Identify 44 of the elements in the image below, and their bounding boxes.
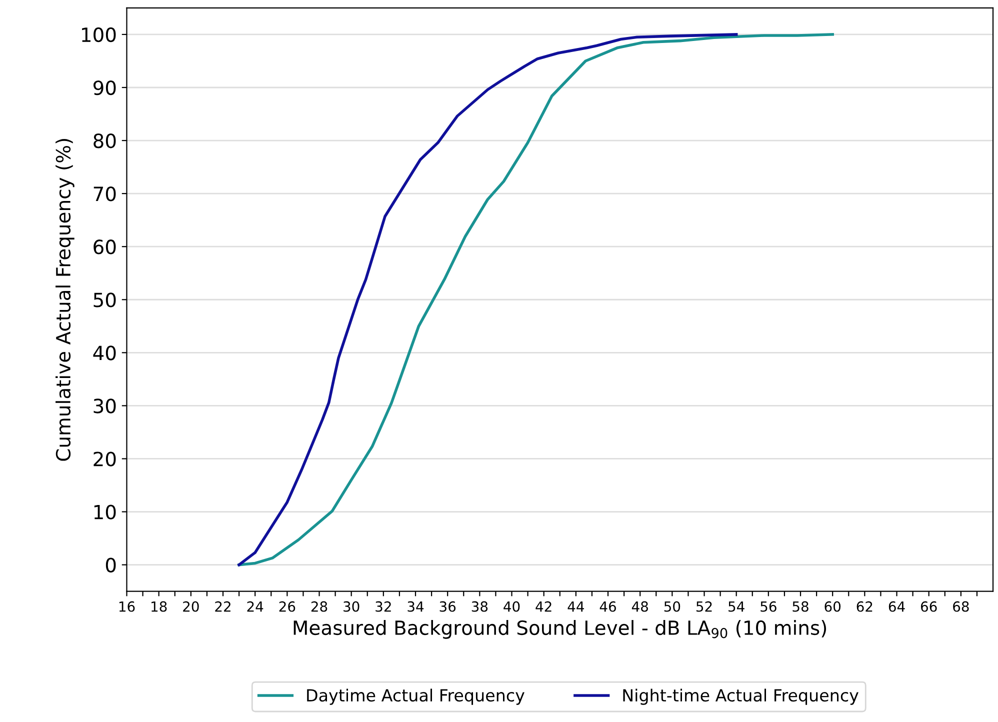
y-tick-label: 60 bbox=[94, 240, 116, 254]
x-tick-label: 40 bbox=[504, 601, 520, 612]
y-tick-label: 10 bbox=[94, 504, 116, 520]
x-tick-label: 16 bbox=[119, 601, 135, 612]
x-tick-label: 56 bbox=[760, 601, 776, 612]
x-tick-label: 18 bbox=[152, 601, 167, 612]
y-tick-label: 80 bbox=[94, 133, 116, 148]
x-tick-label: 64 bbox=[888, 601, 905, 612]
x-tick-label: 26 bbox=[279, 601, 296, 612]
y-tick-label: 20 bbox=[94, 452, 116, 466]
x-tick-label: 48 bbox=[632, 601, 648, 612]
x-tick-label: 68 bbox=[953, 601, 969, 612]
x-tick-label: 46 bbox=[600, 601, 616, 612]
x-tick-label: 66 bbox=[920, 601, 937, 612]
x-tick-label: 38 bbox=[472, 601, 488, 612]
x-tick-label: 34 bbox=[408, 601, 424, 612]
x-tick-label: 28 bbox=[311, 601, 328, 612]
y-tick-label: 100 bbox=[82, 27, 116, 42]
x-tick-label: 44 bbox=[568, 601, 584, 612]
x-tick-label: 20 bbox=[183, 601, 199, 612]
x-tick-label: 62 bbox=[856, 601, 872, 612]
y-tick-label: 50 bbox=[94, 292, 116, 308]
x-tick-label: 50 bbox=[664, 601, 680, 612]
line-series bbox=[238, 33, 834, 566]
y-tick-label: 0 bbox=[106, 558, 116, 572]
y-tick-label: 90 bbox=[94, 80, 116, 96]
y-tick-label: 70 bbox=[94, 186, 116, 202]
x-tick-label: 36 bbox=[440, 601, 456, 612]
x-tick-label: 58 bbox=[792, 601, 808, 612]
y-tick-label: 40 bbox=[93, 346, 116, 360]
x-tick-label: 60 bbox=[824, 601, 841, 612]
x-tick-label: 30 bbox=[344, 601, 360, 612]
x-tick-label: 54 bbox=[728, 601, 744, 612]
x-tick-label: 32 bbox=[376, 601, 391, 612]
x-tick-label: 22 bbox=[215, 601, 230, 612]
x-axis-title: Measured Background Sound Level - dB LA$_{90}$ (10 mins) bbox=[294, 620, 826, 639]
y-axis-title: Cumulative Actual Frequency (%) bbox=[56, 139, 74, 461]
x-tick-label: 42 bbox=[536, 601, 552, 612]
line-series bbox=[238, 33, 738, 566]
y-tick-label: 30 bbox=[94, 398, 116, 414]
x-tick-label: 24 bbox=[247, 601, 264, 612]
x-tick-label: 52 bbox=[696, 601, 712, 612]
legend-label: Night-time Actual Frequency bbox=[623, 688, 858, 705]
legend-label: Daytime Actual Frequency bbox=[307, 688, 524, 705]
